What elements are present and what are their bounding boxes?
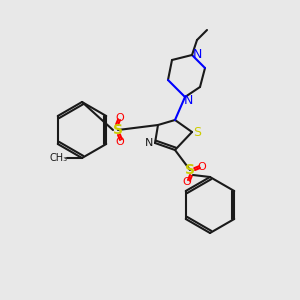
Text: O: O xyxy=(116,137,124,147)
Text: N: N xyxy=(183,94,193,106)
Text: O: O xyxy=(198,162,206,172)
Text: O: O xyxy=(183,177,191,187)
Text: N: N xyxy=(145,138,153,148)
Text: S: S xyxy=(185,163,195,177)
Text: S: S xyxy=(113,123,123,137)
Text: O: O xyxy=(116,113,124,123)
Text: CH₃: CH₃ xyxy=(50,153,68,163)
Text: S: S xyxy=(193,125,201,139)
Text: N: N xyxy=(192,49,202,62)
